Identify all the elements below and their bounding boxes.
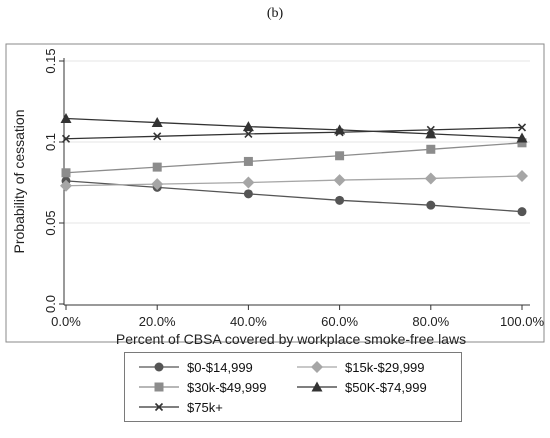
x-tick-label: 60.0% (321, 314, 358, 329)
data-point (426, 125, 435, 134)
legend-item-2: $30k-$49,999 (137, 378, 267, 396)
series-4 (61, 123, 527, 143)
data-point (152, 162, 162, 172)
data-point (243, 156, 253, 166)
data-point (60, 179, 72, 192)
data-point (517, 123, 527, 132)
data-point (242, 121, 254, 132)
legend-swatch-marker (311, 381, 323, 392)
y-tick-label: 0.1 (43, 133, 58, 151)
panel-label: (b) (266, 6, 284, 21)
legend-swatch (139, 362, 179, 372)
series-2 (61, 138, 527, 178)
legend-swatch (297, 381, 337, 392)
legend-swatch-marker (311, 361, 323, 373)
y-tick-label: 0.0 (43, 295, 58, 313)
data-point (243, 189, 253, 199)
x-tick-label: 40.0% (230, 314, 267, 329)
legend-label: $15k-$29,999 (345, 359, 425, 375)
legend-label: $75k+ (187, 399, 223, 415)
legend-item-1: $15k-$29,999 (295, 358, 425, 376)
legend-label: $30k-$49,999 (187, 379, 267, 395)
legend-swatch (297, 361, 337, 373)
data-point (517, 207, 527, 217)
data-point (424, 172, 437, 185)
series-line-3 (65, 117, 523, 139)
series-line-1 (65, 175, 523, 187)
legend-swatch (139, 382, 179, 392)
legend-item-0: $0-$14,999 (137, 358, 253, 376)
series-1 (60, 170, 528, 192)
series-0 (61, 176, 527, 217)
chart-frame (5, 43, 545, 343)
data-point (516, 170, 528, 183)
series-line-2 (65, 142, 523, 174)
data-point (151, 117, 163, 128)
legend-item-3: $50K-$74,999 (295, 378, 427, 396)
legend-swatch-marker (154, 402, 164, 412)
x-tick-label: 20.0% (139, 314, 176, 329)
data-point (244, 129, 253, 138)
data-point (60, 113, 72, 124)
data-point (335, 151, 345, 161)
data-point (151, 178, 164, 191)
x-tick-label: 80.0% (412, 314, 449, 329)
x-tick-label: 100.0% (500, 314, 545, 329)
data-point (426, 200, 436, 210)
data-point (61, 168, 71, 178)
legend-swatch-marker (154, 362, 164, 372)
legend-swatch-marker (154, 382, 164, 392)
legend-item-4: $75k+ (137, 398, 223, 416)
data-point (426, 144, 436, 154)
series-3 (60, 113, 528, 143)
data-point (61, 134, 71, 143)
series-line-0 (65, 180, 523, 213)
data-point (242, 176, 255, 189)
data-point (335, 195, 345, 205)
data-point (517, 138, 527, 148)
data-point (516, 132, 528, 143)
data-point (333, 174, 346, 187)
series-line-4 (65, 126, 523, 140)
y-axis-title: Probability of cessation (11, 110, 27, 254)
legend-label: $50K-$74,999 (345, 379, 427, 395)
y-tick-label: 0.15 (43, 48, 58, 73)
data-point (153, 132, 162, 141)
legend-swatch (139, 402, 179, 412)
data-point (425, 128, 437, 139)
data-point (335, 128, 344, 137)
legend-label: $0-$14,999 (187, 359, 253, 375)
y-tick-label: 0.05 (43, 210, 58, 235)
x-tick-label: 0.0% (51, 314, 81, 329)
x-axis-title: Percent of CBSA covered by workplace smo… (116, 331, 466, 347)
chart-legend: $0-$14,999 $15k-$29,999 $30k-$49,999 $50K-$… (124, 352, 462, 422)
